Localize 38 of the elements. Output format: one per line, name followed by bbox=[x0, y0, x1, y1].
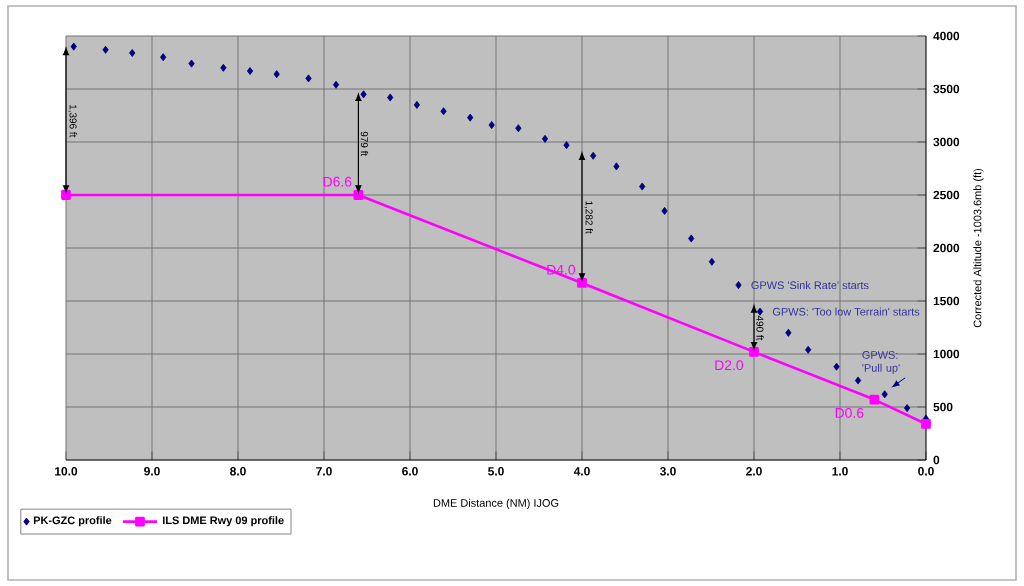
point bbox=[854, 376, 862, 385]
point bbox=[488, 121, 495, 130]
point bbox=[387, 93, 394, 102]
point bbox=[129, 48, 136, 57]
point bbox=[273, 70, 280, 79]
point bbox=[188, 59, 195, 68]
point bbox=[563, 141, 570, 150]
point bbox=[735, 281, 742, 290]
point bbox=[467, 113, 474, 122]
point bbox=[102, 45, 109, 54]
point bbox=[515, 124, 522, 133]
point bbox=[220, 63, 227, 72]
point bbox=[360, 90, 367, 99]
point bbox=[785, 328, 792, 337]
point bbox=[833, 362, 840, 371]
point bbox=[639, 182, 646, 191]
point bbox=[749, 347, 759, 357]
point bbox=[661, 206, 668, 215]
point bbox=[688, 234, 695, 243]
point bbox=[332, 80, 340, 89]
point bbox=[881, 390, 888, 399]
point bbox=[577, 278, 587, 288]
point bbox=[440, 107, 447, 116]
point bbox=[160, 53, 167, 62]
point bbox=[353, 190, 364, 200]
point bbox=[708, 257, 715, 266]
point bbox=[61, 190, 71, 200]
point bbox=[869, 394, 880, 405]
point bbox=[613, 162, 620, 171]
point bbox=[541, 134, 549, 143]
point bbox=[246, 66, 254, 75]
point bbox=[921, 419, 931, 429]
point bbox=[413, 100, 420, 109]
point bbox=[305, 74, 312, 83]
point bbox=[590, 151, 597, 160]
point bbox=[70, 42, 77, 51]
point bbox=[805, 345, 812, 354]
point bbox=[903, 404, 911, 413]
